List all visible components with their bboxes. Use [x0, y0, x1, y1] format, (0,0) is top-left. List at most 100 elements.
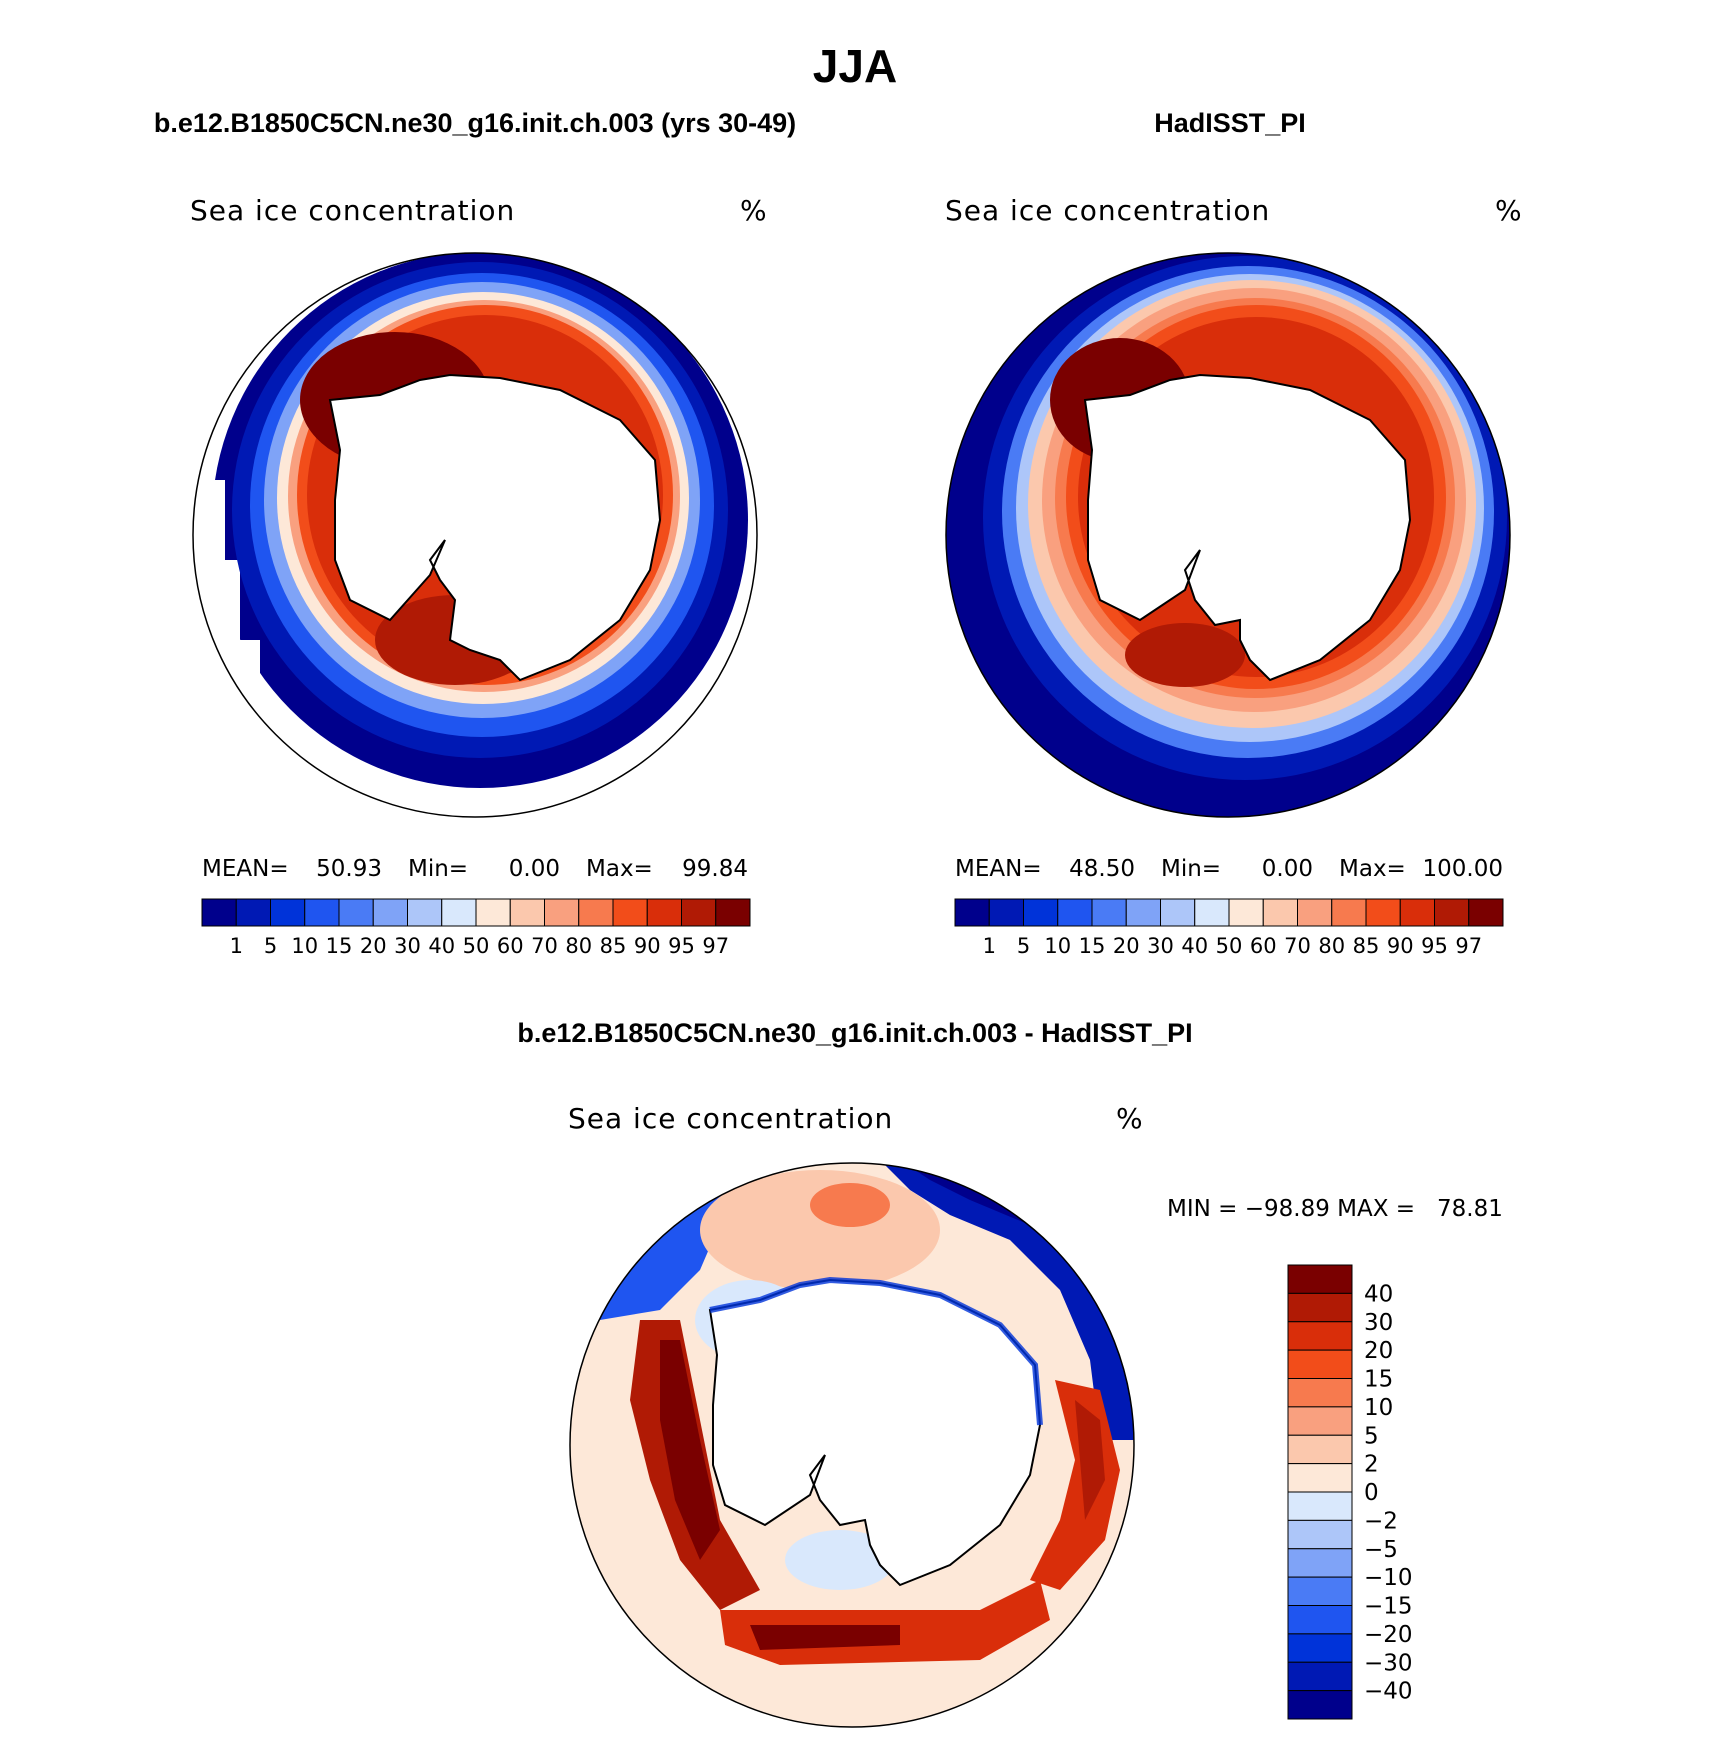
panel-a-colorbar-tick-label: 90: [634, 934, 661, 958]
panel-a-max-label: Max=: [586, 856, 653, 882]
panel-c-colorbar-tick-label: 10: [1364, 1395, 1393, 1421]
panel-a-colorbar-swatch: [270, 898, 306, 927]
panel-a-colorbar-tick-label: 50: [463, 934, 490, 958]
panel-c-colorbar-swatch: [1287, 1434, 1353, 1465]
panel-c-colorbar-tick-label: −15: [1364, 1594, 1413, 1620]
panel-b-units: %: [1495, 194, 1522, 227]
panel-b-colorbar-tick-label: 85: [1353, 934, 1380, 958]
panel-a-colorbar-swatch: [407, 898, 443, 927]
panel-c-colorbar-swatch: [1287, 1463, 1353, 1493]
panel-b-colorbar-tick-label: 10: [1044, 934, 1071, 958]
panel-a-map: [192, 252, 758, 818]
panel-a-stats: MEAN= 50.93 Min= 0.00 Max= 99.84: [202, 856, 748, 882]
panel-c-units: %: [1116, 1102, 1143, 1135]
panel-a-colorbar-swatch: [441, 898, 477, 927]
panel-b-max-label: Max=: [1339, 856, 1406, 882]
panel-b-stats: MEAN= 48.50 Min= 0.00 Max= 100.00: [955, 856, 1503, 882]
panel-a-colorbar-swatch: [338, 898, 374, 927]
panel-b-colorbar-tick-label: 5: [1017, 934, 1030, 958]
panel-a-colorbar-swatch: [578, 898, 614, 927]
panel-c-colorbar-tick-label: −10: [1364, 1565, 1413, 1591]
panel-b-colorbar-swatch: [1434, 898, 1470, 927]
panel-a-colorbar-swatch: [715, 898, 751, 927]
panel-c-map: [569, 1162, 1135, 1728]
panel-b-colorbar-tick-label: 50: [1216, 934, 1243, 958]
panel-c-colorbar-tick-label: 0: [1364, 1480, 1379, 1506]
panel-b-max-value: 100.00: [1423, 856, 1503, 882]
panel-a-min-value: 0.00: [509, 856, 560, 882]
panel-c-colorbar-swatch: [1287, 1661, 1353, 1692]
panel-a-units: %: [740, 194, 767, 227]
panel-b-colorbar-swatch: [1228, 898, 1264, 927]
panel-b-colorbar-swatch: [1262, 898, 1298, 927]
panel-a-colorbar-swatch: [612, 898, 648, 927]
panel-b-min-label: Min=: [1161, 856, 1221, 882]
panel-a-max-value: 99.84: [682, 856, 748, 882]
panel-b-colorbar-tick-label: 90: [1387, 934, 1414, 958]
panel-c-colorbar-tick-label: −5: [1364, 1537, 1398, 1563]
panel-a-colorbar-swatch: [544, 898, 580, 927]
panel-a-colorbar-swatch: [201, 898, 237, 927]
panel-a-colorbar-swatch: [646, 898, 682, 927]
panel-a-min-label: Min=: [408, 856, 468, 882]
panel-a-colorbar-tick-label: 95: [668, 934, 695, 958]
panel-b-mean-label: MEAN=: [955, 856, 1042, 882]
figure-title: JJA: [813, 40, 897, 92]
panel-c-colorbar-swatch: [1287, 1605, 1353, 1635]
panel-b-colorbar-swatch: [1160, 898, 1196, 927]
panel-a-mean-label: MEAN=: [202, 856, 289, 882]
panel-a-colorbar-tick-label: 1: [230, 934, 243, 958]
panel-c-colorbar-swatch: [1287, 1633, 1353, 1663]
panel-c-colorbar-swatch: [1287, 1349, 1353, 1379]
panel-b-colorbar-tick-label: 95: [1421, 934, 1448, 958]
panel-c-colorbar-tick-label: −2: [1364, 1508, 1398, 1534]
panel-a-colorbar-tick-label: 40: [428, 934, 455, 958]
panel-c-colorbar-swatch: [1287, 1519, 1353, 1550]
panel-c-colorbar-swatch: [1287, 1491, 1353, 1521]
panel-b-colorbar-tick-label: 1: [983, 934, 996, 958]
panel-b-colorbar-tick-label: 97: [1455, 934, 1482, 958]
panel-a-colorbar-tick-label: 70: [531, 934, 558, 958]
panel-c-range: MIN = −98.89 MAX = 78.81: [1167, 1196, 1503, 1222]
panel-b-colorbar-swatch: [1399, 898, 1435, 927]
panel-a-colorbar-tick-label: 60: [497, 934, 524, 958]
panel-b-colorbar-swatch: [1331, 898, 1367, 927]
panel-a-colorbar-swatch: [475, 898, 511, 927]
panel-b-colorbar-tick-label: 60: [1250, 934, 1277, 958]
panel-b-colorbar-tick-label: 30: [1147, 934, 1174, 958]
panel-b-colorbar-swatch: [954, 898, 990, 927]
panel-c-colorbar-tick-label: −20: [1364, 1622, 1413, 1648]
panel-c-colorbar-swatch: [1287, 1406, 1353, 1436]
panel-a-colorbar-tick-label: 10: [291, 934, 318, 958]
panel-b-colorbar-swatch: [988, 898, 1024, 927]
panel-a-colorbar-tick-label: 15: [326, 934, 353, 958]
panel-b-colorbar-swatch: [1194, 898, 1230, 927]
panel-b-colorbar-swatch: [1057, 898, 1093, 927]
panel-b-colorbar-tick-label: 40: [1181, 934, 1208, 958]
panel-c-colorbar-tick-label: −40: [1364, 1679, 1413, 1705]
panel-c-colorbar-tick-label: 2: [1364, 1452, 1379, 1478]
panel-b-colorbar-swatch: [1297, 898, 1333, 927]
panel-c-colorbar-swatch: [1287, 1548, 1353, 1578]
panel-c-colorbar-tick-label: 5: [1364, 1423, 1379, 1449]
panel-a-colorbar-swatch: [509, 898, 545, 927]
panel-b-mean-value: 48.50: [1069, 856, 1135, 882]
panel-c-colorbar-swatch: [1287, 1321, 1353, 1351]
panel-a-colorbar-swatch: [681, 898, 717, 927]
panel-b-title: HadISST_PI: [1154, 108, 1306, 138]
panel-a-colorbar-swatch: [372, 898, 408, 927]
panel-c-colorbar-tick-label: 40: [1364, 1281, 1393, 1307]
panel-c-colorbar-swatch: [1287, 1378, 1353, 1408]
panel-b-colorbar-tick-label: 70: [1284, 934, 1311, 958]
panel-c-colorbar-swatch: [1287, 1690, 1353, 1720]
panel-b-colorbar-tick-label: 80: [1318, 934, 1345, 958]
panel-c-colorbar-tick-label: 20: [1364, 1338, 1393, 1364]
panel-a-colorbar-tick-label: 80: [565, 934, 592, 958]
panel-c-colorbar-tick-label: 15: [1364, 1367, 1393, 1393]
panel-a-colorbar: 1 5 10 15 20 30 40 50 60 70 80 85 90 95 97: [201, 898, 751, 958]
panel-b-colorbar-swatch: [1365, 898, 1401, 927]
panel-b-variable: Sea ice concentration: [945, 194, 1270, 227]
panel-b-map: [945, 252, 1511, 818]
panel-c-colorbar-swatch: [1287, 1576, 1353, 1606]
